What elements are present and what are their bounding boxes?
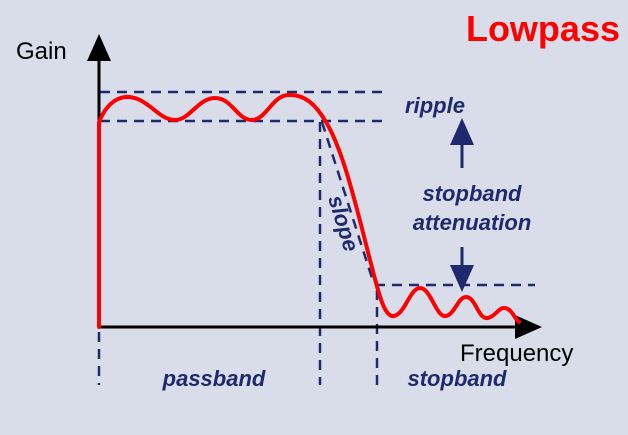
- y-axis-label: Gain: [16, 38, 67, 65]
- stopband-attenuation-label-line2: attenuation: [413, 210, 532, 235]
- chart-title: Lowpass: [466, 8, 620, 49]
- ripple-label: ripple: [405, 93, 465, 118]
- slope-label: slope: [323, 192, 364, 254]
- stopband-attenuation-label-line1: stopband: [423, 181, 523, 206]
- x-axis-label: Frequency: [460, 340, 573, 367]
- stopband-label: stopband: [408, 366, 508, 391]
- passband-label: passband: [162, 366, 266, 391]
- slope-line: [320, 121, 374, 279]
- guide-lines: [97, 90, 535, 385]
- response-curve: [97, 92, 521, 329]
